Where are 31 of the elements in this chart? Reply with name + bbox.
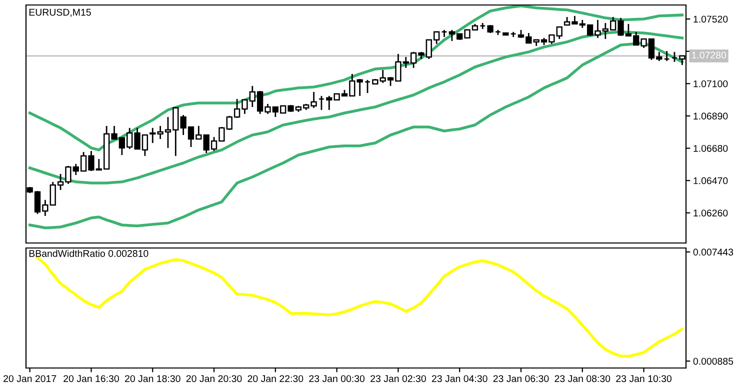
y-tick-label: 1.06680 (694, 144, 728, 152)
candlestick (318, 95, 325, 111)
candlestick (441, 29, 448, 38)
y-tick-label: 0.000885 (693, 358, 734, 365)
y-tick-label: 1.07100 (694, 80, 728, 88)
x-tick-label: 20 Jan 18:30 (125, 375, 180, 382)
x-tick-label: 20 Jan 22:30 (248, 375, 304, 382)
candlestick (356, 78, 363, 97)
x-tick-label: 23 Jan 04:30 (432, 375, 488, 382)
candlestick (480, 22, 486, 30)
line-series (28, 5, 684, 152)
x-tick-label: 23 Jan 06:30 (493, 375, 549, 382)
y-tick-label: 1.06890 (694, 112, 728, 120)
x-tick-label: 23 Jan 00:30 (309, 375, 365, 382)
candlestick (664, 50, 670, 62)
x-tick-label: 23 Jan 02:30 (370, 375, 426, 382)
candlestick (671, 51, 678, 63)
y-tick-label: 1.06260 (694, 210, 728, 216)
line-series (36, 256, 684, 358)
x-tick-label: 23 Jan 10:30 (616, 375, 672, 382)
x-tick-label: 20 Jan 16:30 (64, 375, 119, 382)
chart-title: BBandWidthRatio 0.002810 (29, 250, 148, 257)
y-tick-label: 0.007443 (693, 248, 734, 256)
ref-line-label: 1.07280 (692, 52, 726, 59)
candlestick (364, 79, 371, 94)
x-tick-label: 20 Jan 20:30 (186, 375, 242, 382)
y-tick-label: 1.06470 (694, 177, 728, 184)
x-tick-label: 23 Jan 08:30 (554, 375, 610, 382)
chart-title: EURUSD,M15 (29, 8, 91, 17)
y-tick-label: 1.07520 (694, 16, 728, 23)
x-tick-label: 20 Jan 2017 (4, 375, 56, 382)
